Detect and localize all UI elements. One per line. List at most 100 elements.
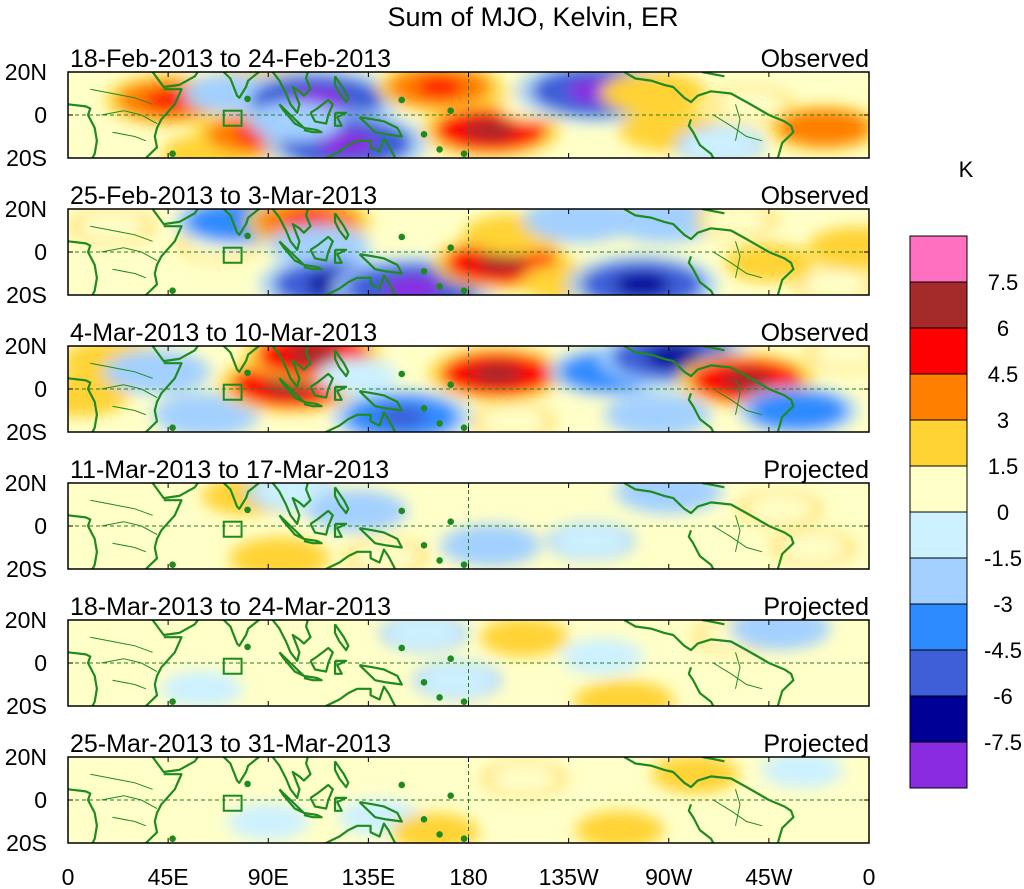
africa-border-3: [112, 405, 147, 416]
x-tick-label: 45E: [148, 864, 189, 889]
pacific-isle-5: [398, 370, 406, 378]
india-coast: [222, 483, 261, 510]
anomaly-blob-8: [739, 620, 821, 646]
anomaly-core-9: [416, 77, 463, 98]
panel-4: 20N 0 20S 11-Mar-2013 to 17-Mar-2013 Project…: [5, 456, 870, 582]
sa-border-2: [735, 241, 741, 278]
new-guinea-coast: [358, 801, 403, 823]
anomaly-core-7: [383, 276, 443, 295]
colorbar-swatch-3: [909, 327, 968, 375]
africa-border-1: [90, 636, 153, 653]
americas-coast: [623, 757, 795, 843]
pacific-isle-4: [460, 561, 468, 569]
anomaly-core-9: [472, 363, 523, 385]
sri-lanka: [244, 506, 251, 514]
anomaly-blob-8: [768, 757, 836, 785]
colorbar-tick-label: -7.5: [984, 730, 1022, 755]
x-tick-label: 90E: [248, 864, 289, 889]
anomaly-blob-11: [68, 512, 122, 540]
southeast-asia-coast: [271, 346, 312, 388]
anomaly-blob-17: [778, 109, 869, 147]
southeast-asia-coast: [271, 483, 312, 525]
arabia-coast: [151, 346, 200, 363]
colorbar-tick-label: -4.5: [984, 638, 1022, 663]
africa-border-1: [90, 499, 153, 516]
australia-coast: [323, 685, 397, 706]
anomaly-blob-17: [802, 269, 869, 295]
y-tick-label: 20S: [6, 419, 47, 445]
sulawesi-coast: [333, 385, 348, 401]
anomaly-blob-2: [68, 378, 121, 413]
pacific-isle-2: [436, 283, 443, 290]
new-guinea-coast: [358, 527, 403, 549]
index-region-box: [222, 383, 243, 401]
colorbar-tick-label: 1.5: [988, 454, 1019, 479]
java-coast: [303, 811, 323, 819]
index-region-box: [222, 657, 243, 675]
pacific-isle-1: [420, 405, 428, 412]
africa-coast: [68, 103, 98, 158]
colorbar-label: K: [959, 157, 974, 182]
pacific-isle-3: [447, 107, 455, 115]
panel-6: 20N 0 20S 25-Mar-2013 to 31-Mar-2013 Project…: [5, 730, 870, 856]
borders: [90, 499, 763, 553]
panel-period-label: 18-Mar-2013 to 24-Mar-2013: [70, 593, 391, 621]
anomaly-blobs: [159, 620, 832, 706]
africa-border-2: [101, 521, 158, 536]
southeast-asia-coast: [271, 209, 312, 251]
anomaly-blob-16: [816, 230, 869, 265]
madagascar: [169, 698, 176, 706]
anomaly-blob-4: [421, 665, 494, 696]
anomaly-blobs: [118, 757, 845, 843]
sa-border-2: [735, 378, 741, 415]
madagascar: [169, 150, 176, 158]
colorbar-tick-label: -1.5: [984, 546, 1022, 571]
india-coast: [222, 757, 261, 784]
sulawesi-coast: [333, 796, 348, 812]
madagascar: [169, 424, 176, 432]
sulawesi-coast: [333, 111, 348, 127]
pacific-isle-1: [420, 542, 428, 549]
java-coast: [303, 674, 323, 682]
philippines-coast: [333, 760, 350, 789]
pacific-isle-2: [436, 146, 443, 153]
sri-lanka: [244, 369, 251, 377]
colorbar-swatch-5: [909, 419, 968, 467]
y-tick-label: 0: [34, 513, 47, 539]
philippines-coast: [333, 212, 350, 241]
africa-coast: [68, 788, 98, 843]
borneo-coast: [309, 372, 334, 399]
south-america-west: [687, 255, 715, 295]
pacific-isle-5: [398, 644, 406, 652]
colorbar-tick-label: 7.5: [988, 270, 1019, 295]
x-tick-label: 90W: [645, 864, 693, 889]
x-tick-label: 135E: [342, 864, 396, 889]
colorbar-tick-label: 0: [997, 500, 1009, 525]
south-america-west: [687, 803, 715, 843]
arabia-coast: [151, 209, 200, 226]
africa-border-3: [112, 816, 147, 827]
panel-period-label: 18-Feb-2013 to 24-Feb-2013: [70, 45, 391, 73]
borders: [90, 88, 763, 142]
south-america-west: [687, 666, 715, 706]
java-coast: [303, 126, 323, 134]
australia-coast: [323, 274, 397, 295]
arabia-coast: [151, 483, 200, 500]
sumatra-coast: [278, 103, 305, 129]
index-region-box: [222, 520, 243, 538]
sa-border-2: [735, 652, 741, 689]
panel-period-label: 25-Mar-2013 to 31-Mar-2013: [70, 730, 391, 758]
java-coast: [303, 263, 323, 271]
y-tick-label: 20N: [5, 470, 47, 496]
africa-border-3: [112, 542, 147, 553]
americas-coast: [623, 620, 795, 706]
pacific-isle-4: [460, 698, 468, 706]
india-coast: [222, 72, 261, 99]
index-region-box: [222, 794, 243, 812]
colorbar-tick-label: 4.5: [988, 362, 1019, 387]
anomaly-core-13: [721, 369, 772, 392]
panel-status-label: Projected: [763, 730, 869, 758]
south-america-west: [687, 392, 715, 432]
anomaly-blob-15: [683, 129, 756, 158]
